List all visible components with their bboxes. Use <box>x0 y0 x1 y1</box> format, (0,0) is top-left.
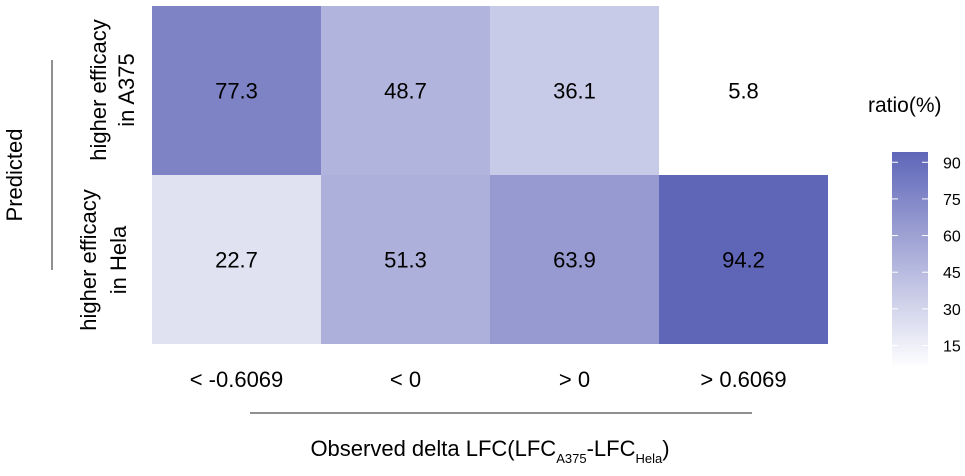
x-tick-labels: < -0.6069 < 0 > 0 > 0.6069 <box>190 367 787 392</box>
cell-value-r1-c0: 22.7 <box>215 248 258 273</box>
row-label-hela-line1: higher efficacy <box>76 189 101 330</box>
legend-ticks: 90 75 60 45 30 15 <box>892 155 961 356</box>
x-axis-title-dash: -LFC <box>587 436 636 461</box>
x-axis-title-sub1: A375 <box>556 451 586 466</box>
x-axis-title: Observed delta LFC(LFCA375-LFCHela) <box>310 436 669 466</box>
heatmap-cell-r1-c1 <box>321 175 490 344</box>
heatmap-cell-r1-c3 <box>659 175 828 344</box>
heatmap-cells <box>152 6 828 344</box>
heatmap-cell-r0-c0 <box>152 6 321 175</box>
cell-value-r0-c2: 36.1 <box>553 79 596 104</box>
x-tick-label-3: > 0.6069 <box>700 367 786 392</box>
legend-tick-label-90: 90 <box>943 155 961 172</box>
legend-tick-label-75: 75 <box>943 192 961 209</box>
legend-tick-label-30: 30 <box>943 302 961 319</box>
y-axis-title: Predicted <box>2 129 27 222</box>
heatmap-cell-r1-c0 <box>152 175 321 344</box>
cell-value-r1-c2: 63.9 <box>553 248 596 273</box>
cell-value-r0-c1: 48.7 <box>384 79 427 104</box>
heatmap-cell-labels: 77.3 48.7 36.1 5.8 22.7 51.3 63.9 94.2 <box>215 79 765 273</box>
cell-value-r1-c3: 94.2 <box>722 248 765 273</box>
legend-tick-label-15: 15 <box>943 339 961 356</box>
heatmap-cell-r0-c3 <box>659 6 828 175</box>
x-tick-label-2: > 0 <box>559 367 590 392</box>
x-axis-title-sub2: Hela <box>635 451 663 466</box>
legend-tick-label-45: 45 <box>943 265 961 282</box>
legend-title: ratio(%) <box>868 94 942 117</box>
row-label-a375-line1: higher efficacy <box>86 19 111 160</box>
heatmap-cell-r0-c2 <box>490 6 659 175</box>
x-tick-label-0: < -0.6069 <box>190 367 284 392</box>
legend-tick-label-60: 60 <box>943 229 961 246</box>
x-axis-title-close: ) <box>662 436 669 461</box>
x-axis-title-main: Observed delta LFC(LFC <box>310 436 556 461</box>
row-label-hela-line2: in Hela <box>106 225 131 294</box>
legend-colorbar <box>892 152 928 368</box>
cell-value-r0-c0: 77.3 <box>215 79 258 104</box>
heatmap-cell-r1-c2 <box>490 175 659 344</box>
row-label-a375-line2: in A375 <box>114 53 139 126</box>
heatmap-cell-r0-c1 <box>321 6 490 175</box>
x-tick-label-1: < 0 <box>390 367 421 392</box>
cell-value-r1-c1: 51.3 <box>384 248 427 273</box>
cell-value-r0-c3: 5.8 <box>728 79 759 104</box>
